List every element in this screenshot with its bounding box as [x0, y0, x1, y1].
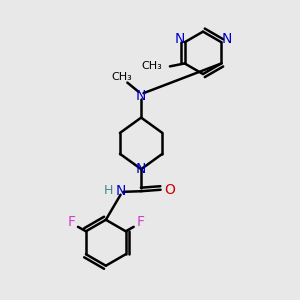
Text: CH₃: CH₃	[112, 72, 132, 82]
Text: O: O	[164, 183, 175, 197]
Text: CH₃: CH₃	[141, 61, 162, 71]
Text: N: N	[136, 88, 146, 103]
Text: F: F	[67, 215, 75, 230]
Text: H: H	[104, 184, 113, 197]
Text: N: N	[136, 162, 146, 176]
Text: N: N	[221, 32, 232, 46]
Text: F: F	[136, 215, 144, 230]
Text: N: N	[174, 32, 184, 46]
Text: N: N	[116, 184, 126, 198]
